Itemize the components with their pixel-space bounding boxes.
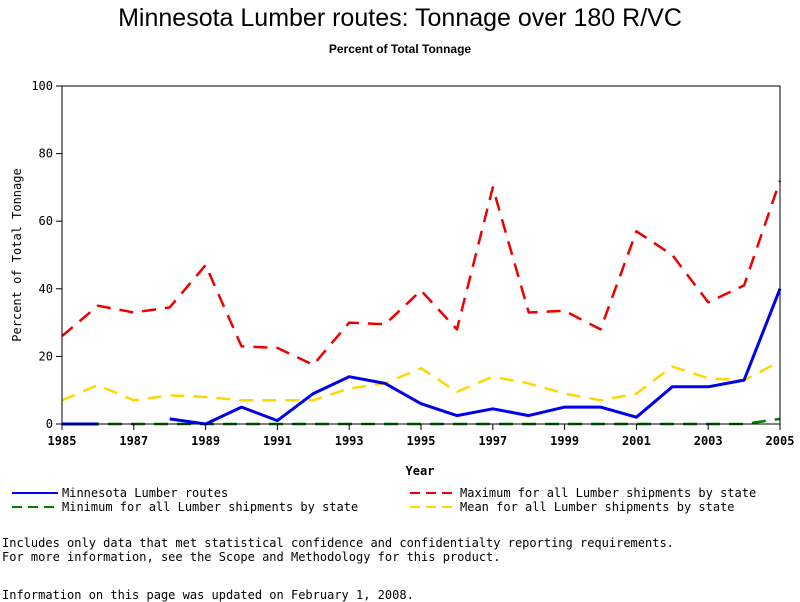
x-tick-label: 1987 xyxy=(119,434,148,448)
y-tick-label: 100 xyxy=(31,79,53,93)
axis-ticks: 0 20 40 60 80 100 1985 1987 1989 1991 1993 1995 1997… xyxy=(31,79,794,448)
legend: Minnesota Lumber routes Maximum for all … xyxy=(0,486,800,516)
x-tick-label: 1995 xyxy=(407,434,436,448)
x-tick-label: 1997 xyxy=(478,434,507,448)
chart-subtitle: Percent of Total Tonnage xyxy=(328,42,472,56)
footnote-methodology: For more information, see the Scope and … xyxy=(2,550,501,564)
x-tick-label: 1991 xyxy=(263,434,292,448)
legend-label-mean: Mean for all Lumber shipments by state xyxy=(460,500,735,514)
series-line-mean-for-all-lumber-shipments-by-state xyxy=(61,360,781,402)
legend-swatch-minnesota-routes xyxy=(12,492,58,494)
series-line-maximum-for-all-lumber-shipments-by-state xyxy=(61,180,782,367)
y-tick-label: 40 xyxy=(39,282,53,296)
legend-label-minnesota-routes: Minnesota Lumber routes xyxy=(62,486,229,500)
y-tick-label: 20 xyxy=(39,349,53,363)
y-tick-label: 0 xyxy=(46,417,53,431)
x-tick-label: 2005 xyxy=(766,434,795,448)
line-chart: 0 20 40 60 80 100 1985 1987 1989 1991 1993 1995 1997… xyxy=(10,79,794,478)
x-axis-label: Year xyxy=(406,464,435,478)
series-lines xyxy=(61,180,782,426)
x-tick-label: 1993 xyxy=(335,434,364,448)
footnotes: Includes only data that met statistical … xyxy=(2,536,798,564)
y-tick-label: 60 xyxy=(39,214,53,228)
update-notice: Information on this page was updated on … xyxy=(2,588,414,602)
y-axis-label: Percent of Total Tonnage xyxy=(10,168,24,341)
x-tick-label: 1999 xyxy=(550,434,579,448)
legend-swatch-maximum xyxy=(410,492,456,494)
x-tick-label: 1985 xyxy=(48,434,77,448)
x-tick-label: 2001 xyxy=(622,434,651,448)
legend-label-maximum: Maximum for all Lumber shipments by stat… xyxy=(460,486,757,500)
legend-label-minimum: Minimum for all Lumber shipments by stat… xyxy=(62,500,359,514)
x-tick-label: 2003 xyxy=(694,434,723,448)
series-line-minnesota-lumber-routes xyxy=(62,288,782,426)
legend-swatch-minimum xyxy=(12,506,58,508)
chart-title: Minnesota Lumber routes: Tonnage over 18… xyxy=(118,4,682,32)
x-tick-label: 1989 xyxy=(191,434,220,448)
y-tick-label: 80 xyxy=(39,147,53,161)
footnote-confidentiality: Includes only data that met statistical … xyxy=(2,536,674,550)
plot-frame xyxy=(61,85,781,425)
legend-swatch-mean xyxy=(410,506,456,508)
